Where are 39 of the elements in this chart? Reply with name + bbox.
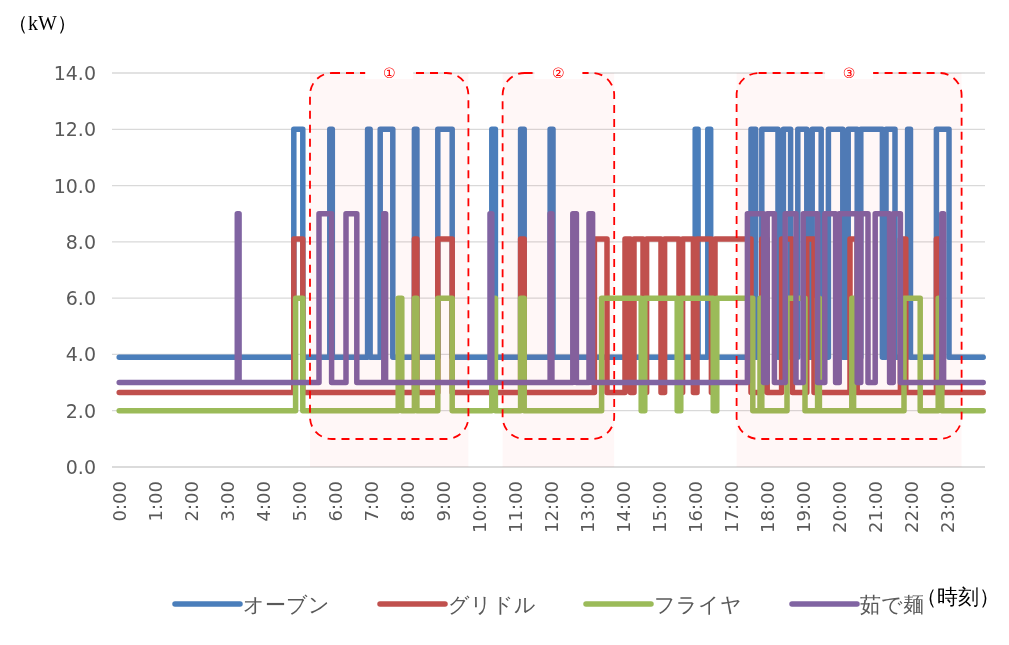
x-tick-label: 22:00: [901, 481, 923, 533]
y-tick-label: 0.0: [65, 456, 96, 478]
legend-label: フライヤ: [654, 593, 742, 617]
legend-label: グリドル: [448, 593, 536, 617]
x-tick-label: 0:00: [109, 481, 131, 522]
y-tick-label: 12.0: [53, 118, 96, 141]
band-label: ②: [552, 65, 565, 81]
x-tick-label: 2:00: [181, 481, 203, 522]
x-tick-label: 7:00: [361, 481, 383, 522]
x-tick-label: 13:00: [577, 481, 599, 533]
y-tick-label: 4.0: [65, 343, 96, 366]
x-tick-label: 14:00: [613, 481, 635, 533]
x-tick-label: 6:00: [325, 481, 347, 522]
x-tick-label: 18:00: [757, 481, 779, 533]
x-tick-label: 1:00: [145, 481, 167, 522]
x-tick-label: 20:00: [829, 481, 851, 533]
x-tick-label: 5:00: [289, 481, 311, 522]
x-tick-label: 12:00: [541, 481, 563, 533]
y-tick-label: 10.0: [53, 174, 96, 197]
x-tick-label: 19:00: [793, 481, 815, 533]
x-tick-label: 11:00: [505, 481, 527, 533]
y-tick-label: 8.0: [65, 230, 96, 253]
x-tick-label: 17:00: [721, 481, 743, 533]
x-tick-label: 4:00: [253, 481, 275, 522]
x-tick-label: 16:00: [685, 481, 707, 533]
x-tick-label: 9:00: [433, 481, 455, 522]
band-label: ③: [842, 65, 856, 81]
x-tick-label: 21:00: [865, 481, 887, 533]
x-tick-label: 3:00: [217, 481, 239, 522]
y-tick-label: 2.0: [65, 399, 96, 422]
band-label: ①: [382, 65, 396, 81]
x-tick-label: 15:00: [649, 481, 671, 533]
y-tick-label: 14.0: [53, 62, 96, 84]
legend-label: オーブン: [243, 593, 330, 617]
x-tick-label: 23:00: [937, 481, 959, 533]
y-tick-label: 6.0: [65, 287, 96, 310]
y-axis-title: （kW）: [8, 12, 77, 34]
x-tick-label: 8:00: [397, 481, 419, 522]
x-tick-label: 10:00: [469, 481, 491, 533]
